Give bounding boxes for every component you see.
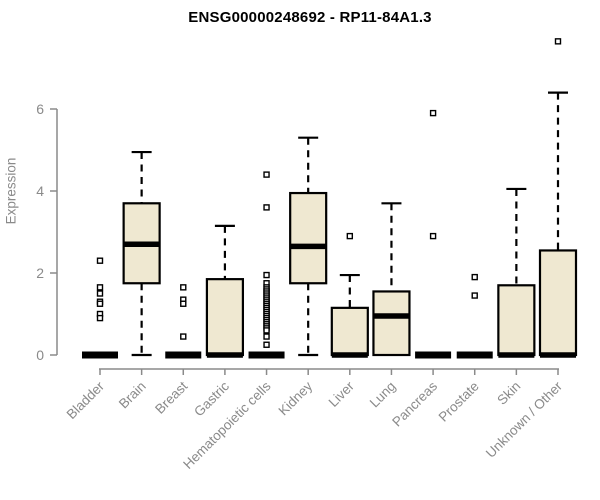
- boxplot-unknown-other: [538, 38, 578, 358]
- outlier-point: [180, 300, 187, 307]
- outlier-point: [263, 271, 270, 279]
- outlier-point: [263, 333, 270, 340]
- x-tick-label: Kidney: [276, 378, 316, 418]
- outlier-point: [263, 341, 270, 348]
- x-tick-label: Liver: [326, 378, 358, 410]
- x-tick-label: Gastric: [191, 378, 232, 419]
- zero-box: [82, 351, 118, 359]
- box: [497, 284, 536, 357]
- y-tick-label: 2: [36, 265, 44, 281]
- outlier-point: [96, 257, 104, 264]
- outlier-point: [471, 292, 478, 299]
- x-tick-label: Brain: [116, 379, 149, 412]
- boxplot-skin: [497, 187, 536, 358]
- outlier-point: [96, 314, 104, 322]
- box: [538, 249, 578, 357]
- outlier-point: [346, 232, 354, 240]
- boxplot-lung: [372, 202, 411, 357]
- box: [372, 290, 411, 357]
- x-tick-label: Unknown / Other: [483, 378, 566, 461]
- box: [330, 306, 369, 357]
- boxplot-breast: [165, 284, 202, 359]
- boxplot-kidney: [289, 136, 328, 357]
- y-tick-label: 6: [36, 101, 44, 117]
- boxplot-gastric: [205, 224, 245, 358]
- x-tick-label: Skin: [494, 379, 523, 408]
- zero-box: [456, 351, 493, 359]
- x-tick-label: Bladder: [64, 378, 108, 422]
- outlier-point: [96, 290, 104, 297]
- zero-box: [165, 351, 202, 359]
- outlier-point: [429, 109, 437, 117]
- outlier-point: [180, 333, 187, 340]
- x-tick-label: Pancreas: [389, 378, 440, 429]
- outlier-point: [96, 284, 104, 291]
- outlier-point: [96, 300, 104, 307]
- boxplot-brain: [122, 150, 161, 357]
- outlier-point: [263, 171, 270, 178]
- boxplot-bladder: [82, 257, 118, 359]
- outlier-point: [263, 327, 270, 334]
- x-tick-label: Breast: [152, 378, 190, 416]
- outlier-point: [471, 273, 478, 281]
- chart-title: ENSG00000248692 - RP11-84A1.3: [188, 9, 432, 26]
- outlier-point: [554, 38, 562, 45]
- boxplot-liver: [330, 232, 369, 358]
- boxplot-pancreas: [415, 109, 452, 359]
- y-tick-label: 0: [36, 347, 44, 363]
- zero-box: [415, 351, 452, 359]
- boxplot-prostate: [456, 273, 493, 359]
- outlier-point: [180, 284, 187, 291]
- outlier-point: [263, 204, 270, 211]
- box: [205, 278, 245, 357]
- zero-box: [248, 351, 285, 359]
- y-tick-label: 4: [36, 183, 44, 199]
- x-tick-label: Prostate: [436, 379, 482, 425]
- x-tick-label: Lung: [367, 379, 399, 411]
- box: [289, 191, 328, 285]
- boxplot-hematopoietic-cells: [248, 171, 285, 359]
- outlier-point: [429, 232, 437, 240]
